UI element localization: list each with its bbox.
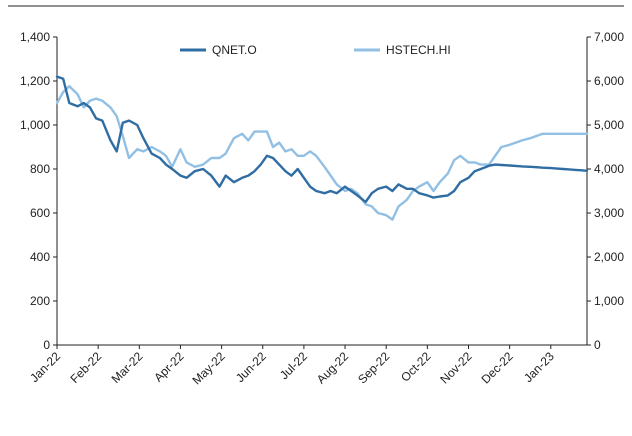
legend-label-qnet-o: QNET.O <box>212 43 257 57</box>
x-tick-label: Jun-22 <box>233 349 269 385</box>
x-tick-label: Oct-22 <box>398 349 434 385</box>
y-right-tick-label: 3,000 <box>594 206 624 220</box>
x-tick-label: Dec-22 <box>479 349 516 386</box>
y-right-tick-label: 5,000 <box>594 118 624 132</box>
x-tick-label: Jan-22 <box>27 349 63 385</box>
y-left-tick-label: 1,400 <box>20 30 50 44</box>
x-tick-label: Mar-22 <box>109 349 146 386</box>
x-tick-label: Nov-22 <box>437 349 474 386</box>
y-left-tick-label: 800 <box>30 162 50 176</box>
y-left-tick-label: 1,000 <box>20 118 50 132</box>
x-tick-label: Sep-22 <box>355 349 392 386</box>
y-right-tick-label: 2,000 <box>594 250 624 264</box>
x-tick-label: Jan-23 <box>521 349 557 385</box>
x-tick-label: May-22 <box>190 349 228 387</box>
y-left-tick-label: 0 <box>43 338 50 352</box>
x-tick-label: Aug-22 <box>314 349 351 386</box>
legend-label-hstech-hi: HSTECH.HI <box>386 43 451 57</box>
y-right-tick-label: 6,000 <box>594 74 624 88</box>
x-tick-label: Jul-22 <box>277 349 310 382</box>
y-left-tick-label: 600 <box>30 206 50 220</box>
y-right-tick-label: 4,000 <box>594 162 624 176</box>
x-tick-label: Apr-22 <box>151 349 187 385</box>
y-right-tick-label: 1,000 <box>594 294 624 308</box>
y-left-tick-label: 1,200 <box>20 74 50 88</box>
y-left-tick-label: 200 <box>30 294 50 308</box>
x-tick-label: Feb-22 <box>67 349 104 386</box>
y-left-tick-label: 400 <box>30 250 50 264</box>
y-right-tick-label: 7,000 <box>594 30 624 44</box>
series-line-qnet-o <box>55 75 589 204</box>
y-right-tick-label: 0 <box>594 338 601 352</box>
series-line-hstech-hi <box>55 85 589 221</box>
